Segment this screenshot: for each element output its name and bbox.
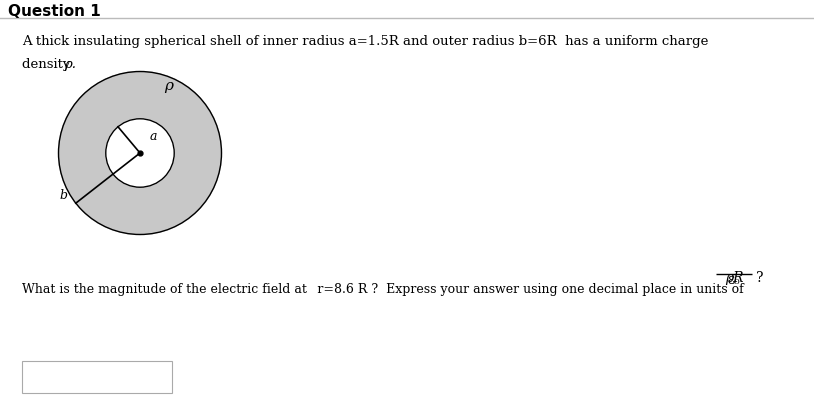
Circle shape (106, 119, 174, 187)
Text: b: b (59, 188, 68, 202)
Text: a: a (150, 130, 157, 143)
Text: ?: ? (756, 271, 764, 285)
Text: ε₀: ε₀ (728, 273, 740, 287)
Text: ρ.: ρ. (64, 58, 76, 71)
Circle shape (59, 71, 221, 235)
Text: density: density (22, 58, 75, 71)
Text: What is the magnitude of the electric field at   r=8.6 R ?  Express your answer : What is the magnitude of the electric fi… (22, 283, 744, 296)
Bar (22, 361, 172, 393)
Text: ρ: ρ (164, 79, 173, 93)
Text: ρR: ρR (724, 271, 743, 285)
Text: A thick insulating spherical shell of inner radius a=1.5R and outer radius b=6R : A thick insulating spherical shell of in… (22, 35, 708, 48)
Text: Question 1: Question 1 (8, 3, 101, 19)
